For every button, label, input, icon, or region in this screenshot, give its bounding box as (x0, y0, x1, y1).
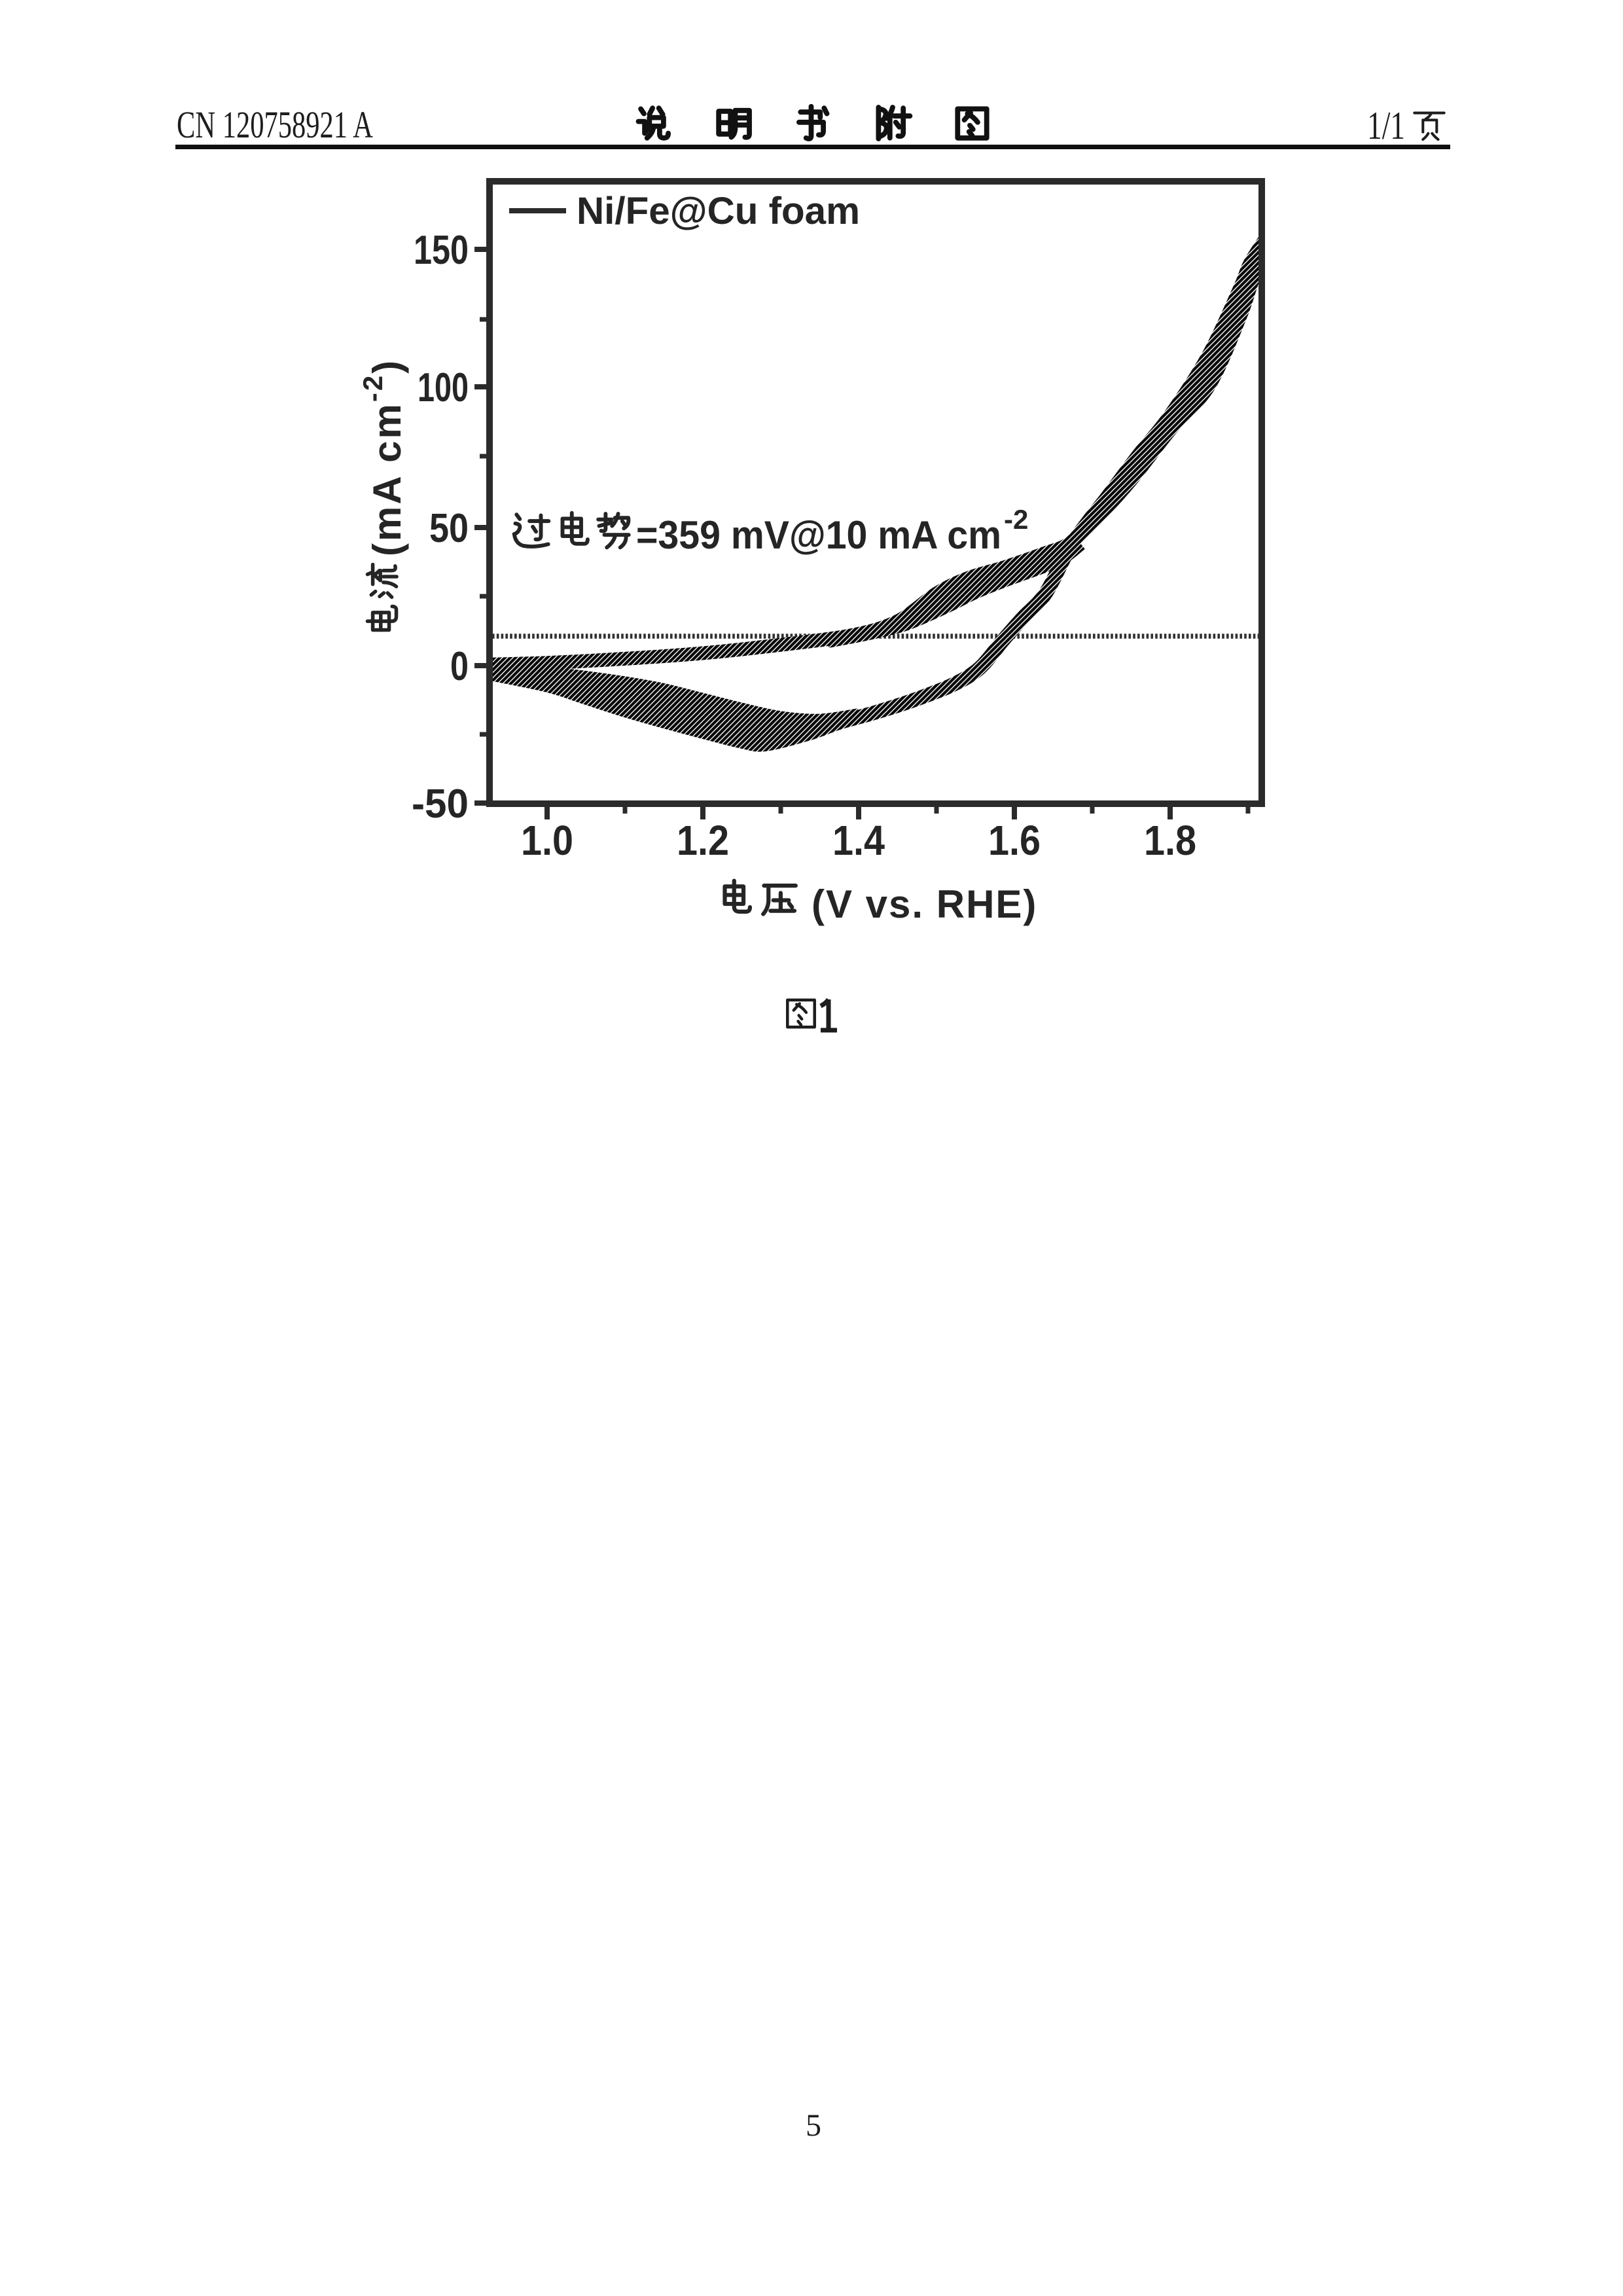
svg-text:=359 mV@10 mA cm: =359 mV@10 mA cm (636, 513, 1001, 557)
svg-text:0: 0 (450, 644, 469, 689)
svg-text:-2: -2 (1004, 504, 1028, 535)
svg-text:5: 5 (806, 2108, 821, 2143)
svg-text:100: 100 (418, 365, 469, 410)
svg-text:-50: -50 (412, 781, 469, 827)
svg-text:1.4: 1.4 (832, 817, 885, 864)
svg-text:150: 150 (414, 228, 469, 273)
svg-text:1.6: 1.6 (988, 817, 1041, 864)
svg-text:CN 120758921 A: CN 120758921 A (177, 103, 373, 146)
svg-text:1.2: 1.2 (677, 817, 729, 864)
svg-text:Ni/Fe@Cu foam: Ni/Fe@Cu foam (577, 190, 860, 232)
svg-text:1/1: 1/1 (1367, 104, 1405, 147)
svg-text:50: 50 (429, 506, 469, 551)
svg-text:(V vs. RHE): (V vs. RHE) (812, 882, 1037, 926)
svg-text:1.8: 1.8 (1144, 817, 1196, 864)
svg-text:1.0: 1.0 (521, 817, 573, 864)
